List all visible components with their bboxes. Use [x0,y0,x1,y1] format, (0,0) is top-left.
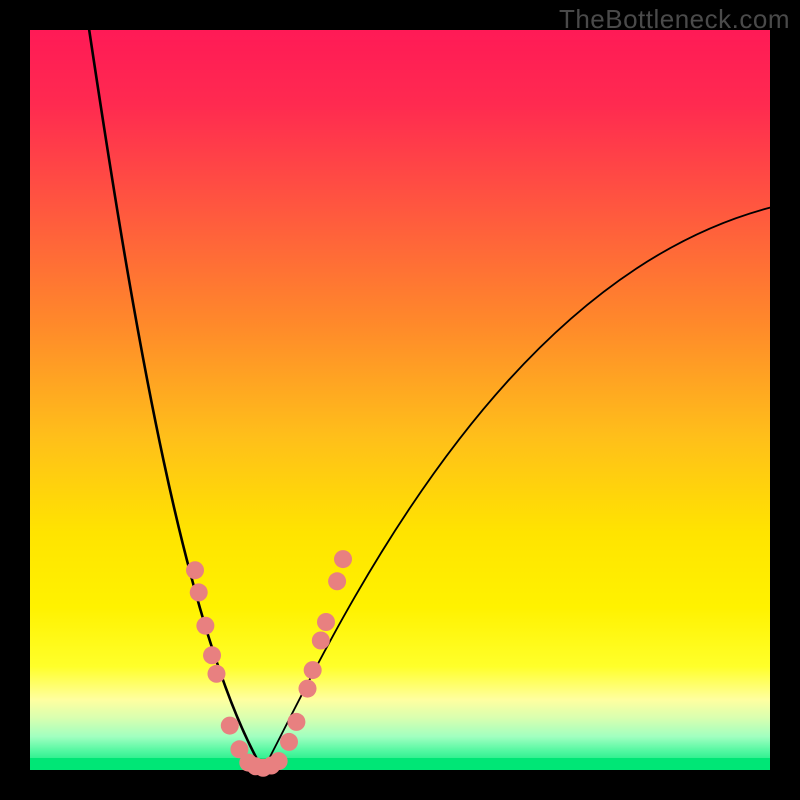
marker-point [221,717,239,735]
marker-point [190,583,208,601]
marker-point [280,733,298,751]
marker-point [304,661,322,679]
gradient-background [30,30,770,770]
marker-point [299,680,317,698]
marker-point [203,646,221,664]
marker-point [328,572,346,590]
watermark-text: TheBottleneck.com [559,4,790,35]
chart-container: TheBottleneck.com [0,0,800,800]
marker-point [312,632,330,650]
marker-point [207,665,225,683]
bottom-green-band [30,758,770,770]
marker-point [334,550,352,568]
marker-point [186,561,204,579]
marker-point [196,617,214,635]
bottleneck-chart [0,0,800,800]
marker-point [287,713,305,731]
marker-point [317,613,335,631]
marker-point [270,752,288,770]
